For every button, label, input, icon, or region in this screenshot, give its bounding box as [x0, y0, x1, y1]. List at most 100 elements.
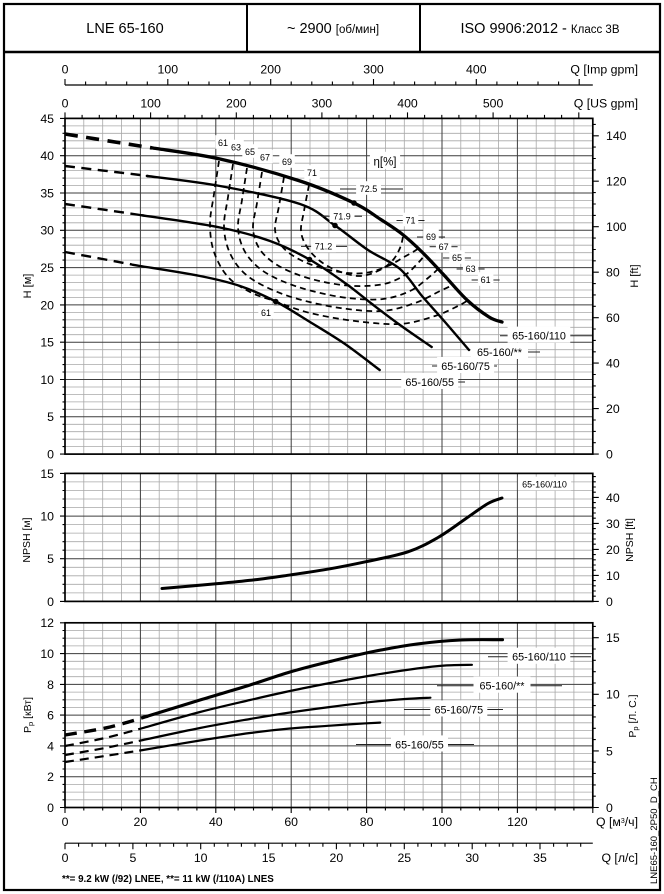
svg-text:30: 30 [40, 224, 54, 238]
svg-text:10: 10 [606, 688, 620, 702]
svg-text:20: 20 [606, 402, 620, 416]
svg-text:71: 71 [405, 216, 415, 226]
svg-text:400: 400 [466, 63, 487, 77]
svg-text:10: 10 [606, 569, 620, 583]
svg-text:5: 5 [47, 410, 54, 424]
svg-text:0: 0 [47, 801, 54, 815]
svg-text:25: 25 [40, 261, 54, 275]
svg-text:0: 0 [47, 448, 54, 462]
svg-text:6: 6 [47, 709, 54, 723]
svg-text:500: 500 [483, 97, 504, 111]
svg-text:25: 25 [397, 851, 411, 865]
svg-text:65-160/110: 65-160/110 [522, 480, 567, 490]
svg-text:0: 0 [62, 851, 69, 865]
svg-text:40: 40 [606, 357, 620, 371]
svg-text:10: 10 [194, 851, 208, 865]
svg-text:H [м]: H [м] [22, 274, 34, 299]
svg-text:0: 0 [606, 801, 613, 815]
svg-text:120: 120 [507, 815, 528, 829]
svg-text:~ 2900 [об/мин]: ~ 2900 [об/мин] [287, 21, 379, 37]
svg-text:65-160/55: 65-160/55 [405, 377, 454, 389]
svg-text:15: 15 [262, 851, 276, 865]
svg-text:65-160/**: 65-160/** [479, 681, 525, 693]
svg-text:20: 20 [40, 298, 54, 312]
svg-text:H [ft]: H [ft] [629, 264, 641, 287]
svg-text:**= 9.2 kW (/92) LNEE, **= 11: **= 9.2 kW (/92) LNEE, **= 11 kW (/110A)… [62, 874, 274, 885]
svg-text:0: 0 [606, 595, 613, 609]
svg-text:2: 2 [47, 770, 54, 784]
svg-text:100: 100 [140, 97, 161, 111]
svg-text:15: 15 [40, 336, 54, 350]
svg-text:300: 300 [312, 97, 333, 111]
svg-text:NPSH [м]: NPSH [м] [21, 517, 33, 562]
svg-text:40: 40 [40, 149, 54, 163]
svg-text:69: 69 [426, 232, 436, 242]
svg-text:10: 10 [40, 510, 54, 524]
svg-text:Q [US gpm]: Q [US gpm] [574, 97, 638, 111]
svg-text:65-160/110: 65-160/110 [512, 652, 566, 664]
svg-text:61: 61 [218, 138, 228, 148]
svg-text:65: 65 [452, 253, 462, 263]
svg-text:100: 100 [158, 63, 179, 77]
svg-text:4: 4 [47, 739, 54, 753]
svg-text:Q [м3/ч]: Q [м3/ч] [596, 815, 638, 829]
svg-text:0: 0 [62, 63, 69, 77]
svg-text:65-160/75: 65-160/75 [441, 361, 490, 373]
svg-text:8: 8 [47, 678, 54, 692]
svg-text:15: 15 [40, 467, 54, 481]
svg-text:200: 200 [260, 63, 281, 77]
svg-text:η[%]: η[%] [373, 156, 396, 168]
svg-text:67: 67 [260, 153, 270, 163]
svg-text:ISO 9906:2012 - Класс 3В: ISO 9906:2012 - Класс 3В [460, 21, 619, 37]
svg-text:65-160/110: 65-160/110 [512, 331, 566, 343]
svg-text:12: 12 [40, 616, 54, 630]
svg-text:40: 40 [209, 815, 223, 829]
svg-text:5: 5 [129, 851, 136, 865]
svg-text:Pр [Л. С.]: Pр [Л. С.] [627, 694, 640, 737]
svg-text:80: 80 [606, 266, 620, 280]
svg-text:71.2: 71.2 [315, 242, 333, 252]
svg-text:35: 35 [40, 186, 54, 200]
svg-text:71: 71 [307, 168, 317, 178]
svg-text:Pр [кВт]: Pр [кВт] [22, 697, 35, 733]
svg-text:400: 400 [397, 97, 418, 111]
svg-text:61: 61 [481, 275, 491, 285]
svg-text:10: 10 [40, 647, 54, 661]
svg-text:63: 63 [231, 143, 241, 153]
svg-text:71.9: 71.9 [333, 212, 351, 222]
svg-text:100: 100 [606, 220, 627, 234]
svg-text:5: 5 [606, 744, 613, 758]
svg-text:15: 15 [606, 631, 620, 645]
svg-text:30: 30 [606, 517, 620, 531]
svg-text:65-160/55: 65-160/55 [395, 739, 444, 751]
svg-text:0: 0 [62, 815, 69, 829]
svg-text:20: 20 [606, 543, 620, 557]
svg-text:80: 80 [360, 815, 374, 829]
svg-text:0: 0 [606, 448, 613, 462]
svg-text:NPSH [ft]: NPSH [ft] [624, 518, 636, 562]
svg-text:100: 100 [432, 815, 453, 829]
svg-text:65-160/**: 65-160/** [477, 347, 523, 359]
svg-text:0: 0 [62, 97, 69, 111]
svg-text:65: 65 [245, 147, 255, 157]
svg-text:69: 69 [282, 157, 292, 167]
svg-text:40: 40 [606, 491, 620, 505]
svg-text:0: 0 [47, 595, 54, 609]
svg-text:61: 61 [261, 308, 271, 318]
svg-text:60: 60 [606, 311, 620, 325]
svg-text:LNE65-160_2P50_D_CH: LNE65-160_2P50_D_CH [649, 777, 660, 884]
svg-text:120: 120 [606, 175, 627, 189]
svg-text:300: 300 [363, 63, 384, 77]
svg-text:63: 63 [466, 264, 476, 274]
svg-text:20: 20 [134, 815, 148, 829]
svg-text:20: 20 [330, 851, 344, 865]
svg-text:140: 140 [606, 129, 627, 143]
svg-text:30: 30 [465, 851, 479, 865]
svg-text:Q [Imp gpm]: Q [Imp gpm] [570, 63, 638, 77]
svg-text:Q [л/с]: Q [л/с] [601, 851, 638, 865]
svg-text:35: 35 [533, 851, 547, 865]
svg-text:10: 10 [40, 373, 54, 387]
svg-text:65-160/75: 65-160/75 [434, 704, 483, 716]
svg-text:72.5: 72.5 [360, 184, 378, 194]
svg-text:200: 200 [226, 97, 247, 111]
